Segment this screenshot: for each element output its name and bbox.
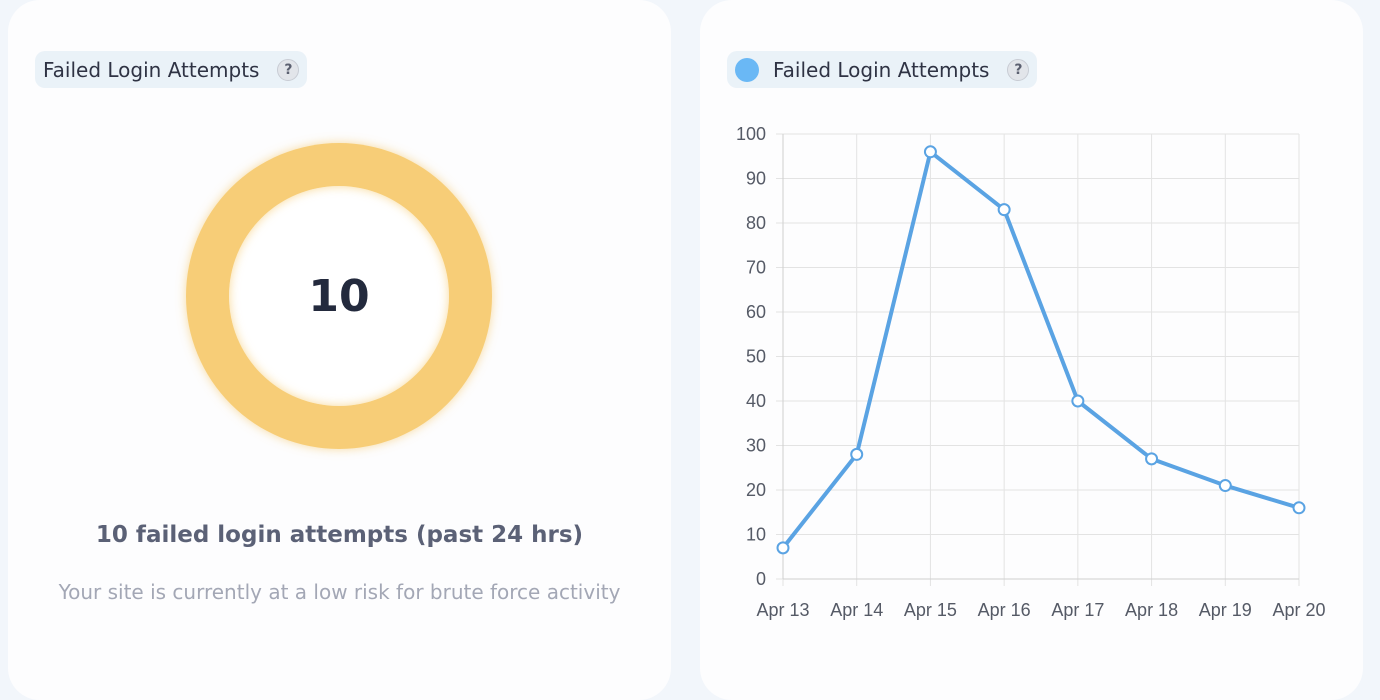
help-icon[interactable]: ? [1007,58,1030,81]
risk-subtext: Your site is currently at a low risk for… [58,580,621,604]
donut-center: 10 [229,186,449,406]
y-tick-label: 30 [746,436,766,456]
card-title: Failed Login Attempts [43,57,260,82]
failed-logins-chart-card: Failed Login Attempts ? 0 10 20 30 40 50 60 70 8… [700,0,1363,700]
data-point [850,447,864,461]
x-tick-label: Apr 20 [1272,600,1325,620]
failed-logins-donut: 10 [186,143,492,449]
x-tick-label: Apr 14 [830,600,883,620]
data-point [1071,394,1085,408]
data-point [1292,501,1306,515]
data-point [997,203,1011,217]
y-tick-label: 10 [746,525,766,545]
y-tick-label: 70 [746,258,766,278]
failed-logins-summary-card: Failed Login Attempts ? 10 10 failed log… [8,0,671,700]
data-point [923,145,937,159]
x-tick-label: Apr 16 [978,600,1031,620]
help-icon[interactable]: ? [277,58,300,81]
x-tick-label: Apr 15 [904,600,957,620]
legend-dot [735,57,759,82]
failed-logins-line-chart: 0 10 20 30 40 50 60 70 80 90 100 Apr 13 Apr 14 Apr 15… [736,124,1326,620]
data-point [1145,452,1159,466]
donut-ring: 10 [186,143,492,449]
y-tick-label: 100 [736,124,766,144]
x-tick-label: Apr 13 [756,600,809,620]
x-tick-label: Apr 17 [1051,600,1104,620]
summary-text: 10 failed login attempts (past 24 hrs) [95,522,584,548]
x-tick-label: Apr 18 [1125,600,1178,620]
donut-value: 10 [308,270,370,322]
y-tick-label: 20 [746,480,766,500]
chart-legend-pill: Failed Login Attempts ? [727,51,1038,88]
y-tick-label: 60 [746,302,766,322]
x-tick-label: Apr 19 [1199,600,1252,620]
data-point [776,541,790,555]
series-line [781,149,1300,550]
data-point [1218,479,1232,493]
y-tick-label: 40 [746,391,766,411]
y-tick-label: 0 [756,569,766,589]
chart-title: Failed Login Attempts [773,57,990,82]
y-tick-label: 50 [746,347,766,367]
y-tick-label: 90 [746,169,766,189]
card-title-pill: Failed Login Attempts ? [35,51,308,88]
y-tick-label: 80 [746,213,766,233]
